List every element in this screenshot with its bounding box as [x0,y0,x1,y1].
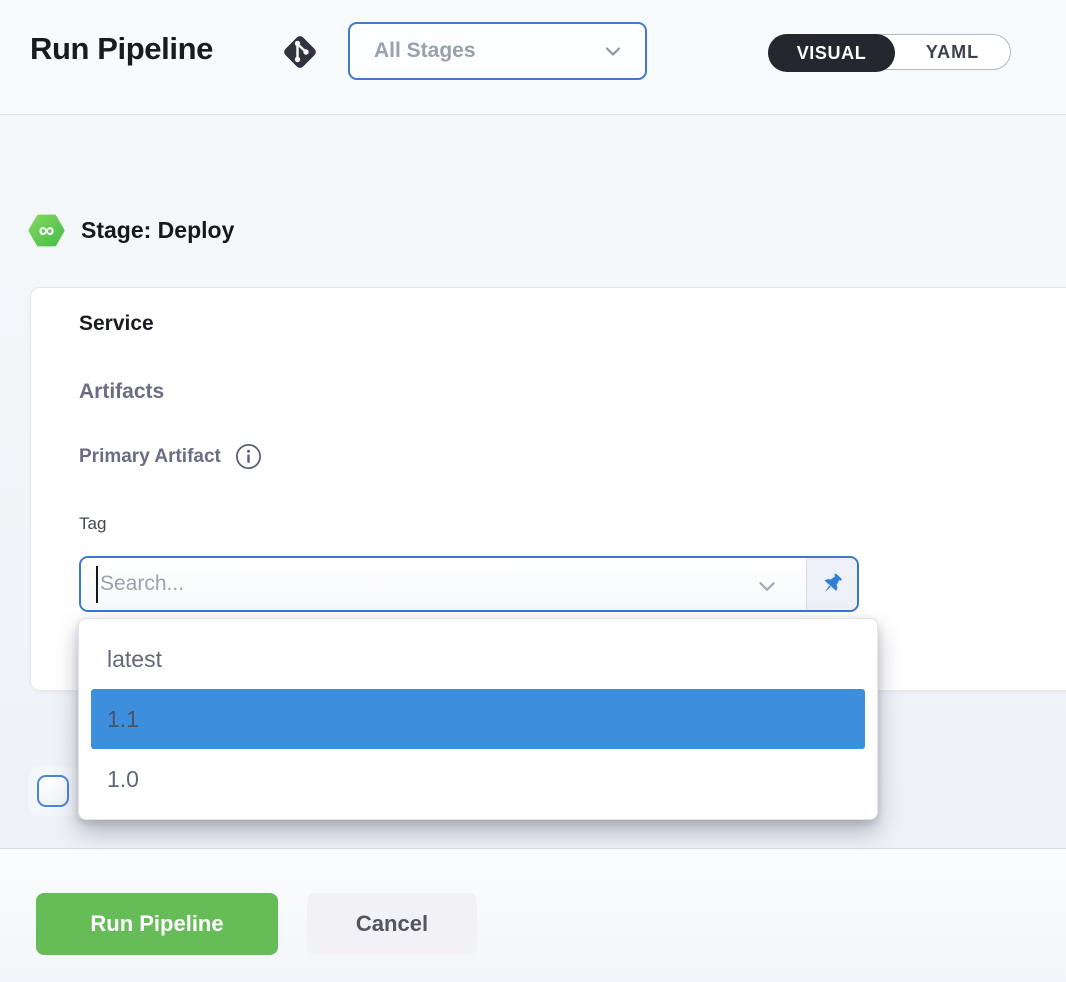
stage-scope-value: All Stages [374,39,476,62]
artifacts-heading: Artifacts [79,380,165,403]
stage-label: Stage: Deploy [81,217,235,243]
toggle-visual[interactable]: VISUAL [768,34,895,72]
primary-artifact-label: Primary Artifact [79,445,221,467]
checkbox[interactable] [37,775,69,807]
header: Run Pipeline All Stages VISUAL YAML [0,0,1066,115]
run-pipeline-button[interactable]: Run Pipeline [36,893,278,955]
tag-option-1-0[interactable]: 1.0 [107,765,139,792]
tag-search-input[interactable] [81,558,806,610]
git-branch-icon [284,36,316,68]
tag-option-1-1[interactable]: 1.1 [91,689,865,749]
text-caret [96,566,98,603]
deploy-stage-icon: ∞ [28,214,65,247]
info-icon[interactable] [235,443,262,470]
service-heading: Service [79,312,154,335]
checkbox-row [28,766,80,816]
stage-scope-select[interactable]: All Stages [348,22,647,80]
tag-option-latest[interactable]: latest [107,645,162,672]
chevron-down-icon[interactable] [754,573,780,599]
chevron-down-icon [605,47,621,56]
primary-artifact-row: Primary Artifact [79,443,262,470]
pin-icon [824,573,842,593]
footer: Run Pipeline Cancel [0,848,1066,982]
tag-combobox [79,556,859,612]
svg-text:∞: ∞ [39,218,55,243]
tag-label: Tag [79,514,107,533]
tag-dropdown-menu: latest 1.1 1.0 [78,618,878,820]
cancel-button[interactable]: Cancel [307,893,477,955]
toggle-yaml[interactable]: YAML [925,41,980,62]
visual-yaml-toggle: VISUAL YAML [768,34,1011,72]
page-title: Run Pipeline [30,31,213,66]
pin-button[interactable] [806,558,857,610]
stage-row: ∞ Stage: Deploy [28,212,234,249]
tag-input-wrap [81,558,806,610]
